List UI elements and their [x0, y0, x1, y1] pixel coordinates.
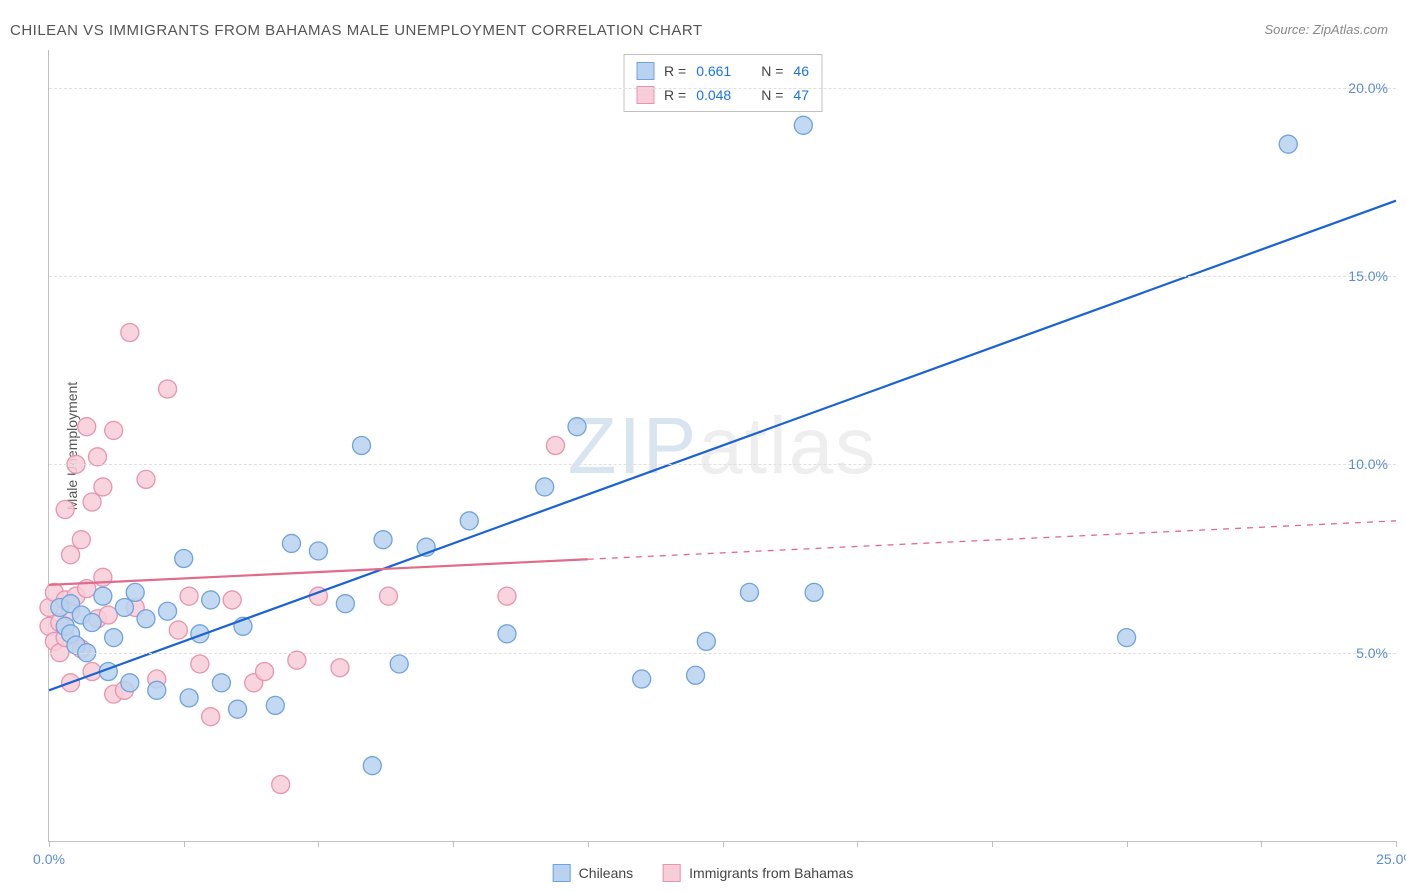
- y-tick-label: 5.0%: [1356, 645, 1388, 661]
- chart-source: Source: ZipAtlas.com: [1264, 22, 1388, 37]
- legend-label-bahamas: Immigrants from Bahamas: [689, 865, 853, 881]
- y-tick-label: 10.0%: [1348, 456, 1388, 472]
- legend-swatch-chileans: [553, 864, 571, 882]
- legend-label-chileans: Chileans: [579, 865, 633, 881]
- x-tick-label: 0.0%: [33, 851, 65, 867]
- x-tick-label: 25.0%: [1376, 851, 1406, 867]
- source-link[interactable]: ZipAtlas.com: [1313, 22, 1388, 37]
- plot-area: ZIPatlas R = 0.661 N = 46 R = 0.048 N = …: [48, 50, 1396, 842]
- legend-item-bahamas: Immigrants from Bahamas: [663, 864, 853, 882]
- y-tick-label: 20.0%: [1348, 80, 1388, 96]
- series-legend: Chileans Immigrants from Bahamas: [553, 864, 854, 882]
- plot-svg: [49, 50, 1396, 841]
- legend-item-chileans: Chileans: [553, 864, 633, 882]
- y-tick-label: 15.0%: [1348, 268, 1388, 284]
- chart-title: CHILEAN VS IMMIGRANTS FROM BAHAMAS MALE …: [10, 22, 703, 39]
- source-prefix: Source:: [1264, 22, 1312, 37]
- chart-container: CHILEAN VS IMMIGRANTS FROM BAHAMAS MALE …: [0, 0, 1406, 892]
- legend-swatch-bahamas: [663, 864, 681, 882]
